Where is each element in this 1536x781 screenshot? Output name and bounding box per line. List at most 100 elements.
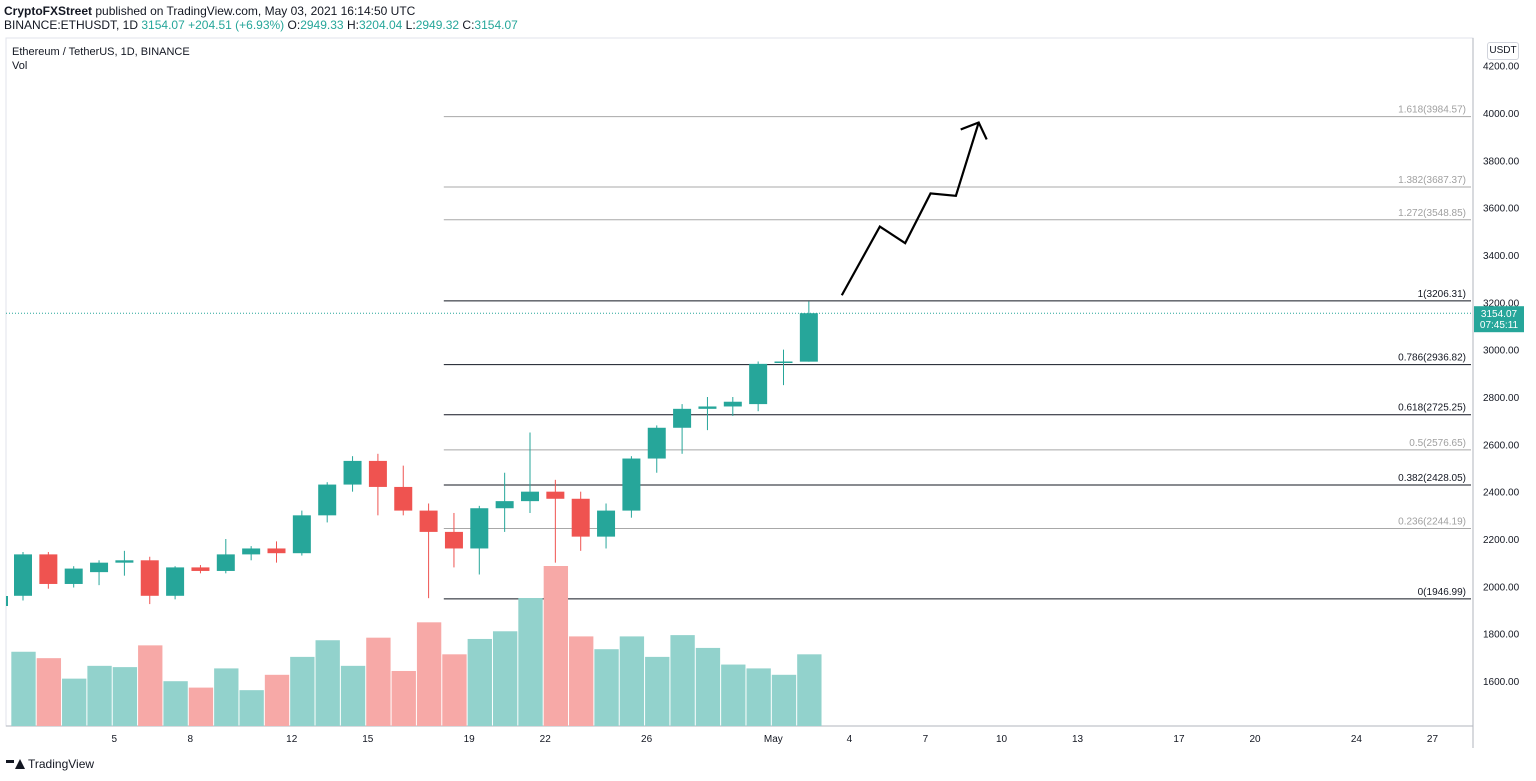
fib-level-label: 1(3206.31) xyxy=(1418,289,1466,300)
volume-bar xyxy=(290,656,315,726)
volume-bar xyxy=(112,667,138,726)
candle-body xyxy=(191,567,210,571)
volume-bar xyxy=(771,674,797,726)
candle[interactable] xyxy=(368,453,387,516)
candle[interactable] xyxy=(571,491,590,551)
candle-body xyxy=(723,401,742,407)
candle[interactable] xyxy=(318,482,337,523)
candle[interactable] xyxy=(115,550,134,576)
candle[interactable] xyxy=(419,503,438,599)
candle[interactable] xyxy=(444,512,463,568)
candle-body xyxy=(216,554,235,571)
candle[interactable] xyxy=(394,465,413,516)
high-value: 3204.04 xyxy=(358,18,403,32)
candle[interactable] xyxy=(343,456,362,492)
author-name[interactable]: CryptoFXStreet xyxy=(4,4,93,18)
candle[interactable] xyxy=(64,566,83,588)
currency-unit-button[interactable]: USDT xyxy=(1487,42,1519,60)
price-tick-label: 3800.00 xyxy=(1483,156,1520,167)
plot-frame xyxy=(5,37,1474,727)
candle[interactable] xyxy=(698,397,717,431)
candle[interactable] xyxy=(799,301,818,362)
price-tick-label: 2800.00 xyxy=(1483,393,1520,404)
high-label: H: xyxy=(346,18,359,32)
low-value: 2949.32 xyxy=(415,18,460,32)
volume-bar xyxy=(797,654,822,726)
candle-body xyxy=(698,406,717,409)
volume-bar xyxy=(746,668,771,726)
candle[interactable] xyxy=(191,565,210,574)
candle[interactable] xyxy=(470,505,489,575)
time-tick-label: 17 xyxy=(1173,734,1185,745)
current-price-tag xyxy=(1474,306,1524,333)
volume-bar xyxy=(492,631,518,726)
fib-level-label: 0.382(2428.05) xyxy=(1398,473,1466,484)
candle-body xyxy=(444,531,463,549)
candle[interactable] xyxy=(647,425,666,473)
time-tick-label: May xyxy=(764,734,783,745)
current-price-value: 3154.07 xyxy=(1481,309,1518,320)
time-tick-label: 19 xyxy=(464,734,476,745)
candle[interactable] xyxy=(216,539,235,574)
candle[interactable] xyxy=(723,397,742,416)
candle[interactable] xyxy=(597,503,616,549)
candle-body xyxy=(673,408,692,428)
candle-body xyxy=(495,501,514,509)
publish-info: CryptoFXStreet published on TradingView.… xyxy=(4,4,415,18)
volume-bar xyxy=(695,647,721,726)
candle[interactable] xyxy=(39,552,58,589)
candle[interactable] xyxy=(242,546,261,561)
candle-body xyxy=(470,508,489,549)
volume-bar xyxy=(366,637,391,726)
candle[interactable] xyxy=(495,472,514,532)
candle[interactable] xyxy=(267,541,286,563)
price-tick-label: 4000.00 xyxy=(1483,109,1520,120)
candle[interactable] xyxy=(14,552,32,601)
candle[interactable] xyxy=(166,566,185,600)
ohlc-line: BINANCE:ETHUSDT, 1D 3154.07 +204.51 (+6.… xyxy=(4,18,518,32)
candle-body xyxy=(368,460,387,487)
candle[interactable] xyxy=(546,479,565,563)
edge-candle-stub xyxy=(6,596,8,606)
volume-bar xyxy=(87,665,112,726)
candle[interactable] xyxy=(673,404,692,454)
candle-body xyxy=(242,548,261,555)
candle[interactable] xyxy=(90,560,109,586)
current-price-countdown: 07:45:11 xyxy=(1480,320,1519,331)
legend-title: Ethereum / TetherUS, 1D, BINANCE xyxy=(12,46,190,58)
candle[interactable] xyxy=(774,349,793,386)
candle-body xyxy=(267,548,286,554)
candle[interactable] xyxy=(521,432,539,513)
fib-level-label: 1.618(3984.57) xyxy=(1398,105,1466,116)
price-tick-label: 2200.00 xyxy=(1483,535,1520,546)
volume-bar xyxy=(670,635,695,726)
fib-level-label: 1.272(3548.85) xyxy=(1398,208,1466,219)
candle[interactable] xyxy=(622,456,641,518)
volume-bar xyxy=(340,665,366,726)
volume-bar xyxy=(188,687,214,726)
time-tick-label: 7 xyxy=(923,734,929,745)
volume-bar xyxy=(543,566,569,726)
candle[interactable] xyxy=(749,361,768,412)
tradingview-logo[interactable]: TradingView xyxy=(6,757,94,771)
candle-body xyxy=(546,491,565,499)
open-label: O: xyxy=(287,18,301,32)
candle[interactable] xyxy=(140,556,159,605)
volume-bar xyxy=(645,656,670,726)
fib-level-label: 0(1946.99) xyxy=(1418,587,1466,598)
price-tick-label: 3000.00 xyxy=(1483,346,1520,357)
candle-body xyxy=(799,313,818,362)
tradingview-brand: TradingView xyxy=(28,757,95,771)
price-tick-label: 3600.00 xyxy=(1483,204,1520,215)
candle-body xyxy=(292,515,311,554)
candle[interactable] xyxy=(292,510,311,556)
volume-bar xyxy=(416,622,442,726)
price-tick-label: 3400.00 xyxy=(1483,251,1520,262)
candle-body xyxy=(774,361,793,363)
fib-level-label: 1.382(3687.37) xyxy=(1398,175,1466,186)
price-change: +204.51 (+6.93%) xyxy=(188,18,285,32)
volume-bar xyxy=(138,645,163,726)
time-tick-label: 26 xyxy=(641,734,653,745)
candle-body xyxy=(571,498,590,537)
